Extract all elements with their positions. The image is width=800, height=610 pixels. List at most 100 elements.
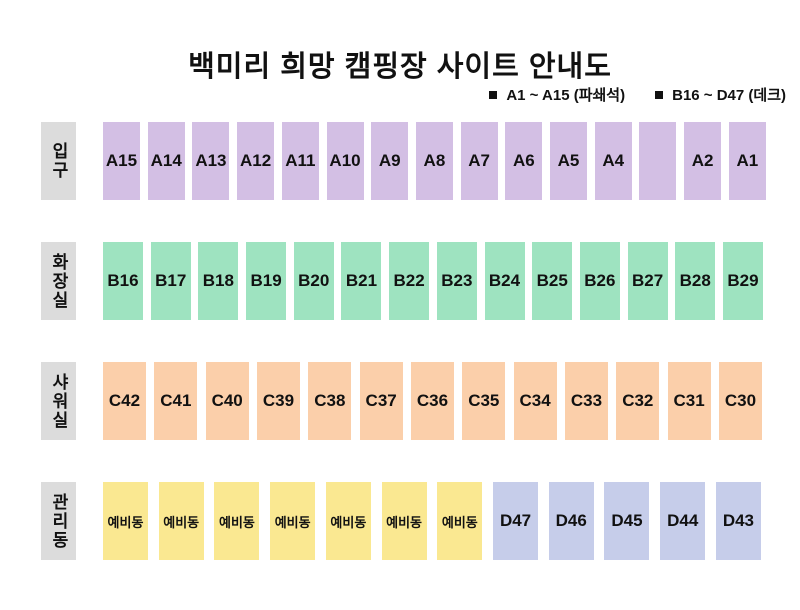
- site-label: C30: [724, 391, 757, 410]
- legend: A1 ~ A15 (파쇄석) B16 ~ D47 (데크): [489, 84, 786, 105]
- site-label: B17: [155, 271, 187, 290]
- site-label: B24: [488, 271, 521, 290]
- site-row: 샤워실 C42 C41 C40 C39 C38 C37 C36 C35 C34 C33 C32 C31 C…: [0, 362, 800, 440]
- site-label: A2: [691, 151, 714, 170]
- site-rows: 입구 A15 A14 A13 A12 A11 A10 A9 A8 A7 A6 A5 A4 A2 A1 화장실 B…: [0, 122, 800, 560]
- site-box: A7: [460, 122, 498, 200]
- site-box: D46: [548, 482, 594, 560]
- site-label: A5: [557, 151, 580, 170]
- site-box: A8: [415, 122, 453, 200]
- sites-group: 예비동 예비동 예비동 예비동 예비동 예비동 예비동 D47 D46 D45 D44 D43: [103, 482, 761, 560]
- site-box: C33: [564, 362, 608, 440]
- site-row: 관리동 예비동 예비동 예비동 예비동 예비동 예비동 예비동 D47 D46 D45 D44 D43: [0, 482, 800, 560]
- site-label: A1: [736, 151, 759, 170]
- legend-label: A1 ~ A15 (파쇄석): [506, 87, 626, 104]
- site-label: B27: [631, 271, 664, 290]
- site-box: B27: [627, 242, 668, 320]
- site-box: D44: [660, 482, 706, 560]
- site-label: B26: [584, 271, 616, 290]
- site-label: C31: [673, 391, 705, 410]
- site-box: A5: [550, 122, 588, 200]
- site-label: A12: [240, 151, 272, 170]
- site-label: D47: [499, 511, 532, 530]
- site-box: A6: [505, 122, 543, 200]
- site-label: C42: [108, 391, 141, 410]
- site-box: C38: [308, 362, 352, 440]
- sites-group: B16 B17 B18 B19 B20 B21 B22 B23 B24 B25 B26 B27 B28 B…: [103, 242, 763, 320]
- site-label: B20: [298, 271, 330, 290]
- site-label: 예비동: [274, 514, 311, 530]
- site-label: C38: [314, 391, 346, 410]
- legend-item-gravel: A1 ~ A15 (파쇄석): [489, 84, 625, 105]
- site-box: C35: [462, 362, 506, 440]
- site-box: B16: [103, 242, 143, 320]
- site-label: A7: [468, 151, 490, 170]
- site-box: 예비동: [214, 482, 260, 560]
- site-box: C37: [359, 362, 403, 440]
- sites-group: C42 C41 C40 C39 C38 C37 C36 C35 C34 C33 C32 C31 C30: [103, 362, 762, 440]
- site-box: C40: [205, 362, 249, 440]
- site-label: B16: [107, 271, 139, 290]
- site-label: A8: [423, 151, 446, 170]
- row-label: 입구: [41, 122, 76, 200]
- legend-square-icon: [489, 90, 498, 99]
- site-label: C39: [262, 391, 295, 410]
- site-box: C31: [667, 362, 711, 440]
- row-label: 샤워실: [41, 362, 76, 440]
- legend-label: B16 ~ D47 (데크): [672, 87, 786, 104]
- site-label: 예비동: [218, 514, 255, 530]
- site-label: A9: [378, 151, 401, 170]
- site-label: A15: [105, 151, 138, 170]
- site-label: B28: [679, 271, 711, 290]
- site-box: 예비동: [158, 482, 204, 560]
- site-label: A4: [602, 151, 625, 170]
- site-box: B18: [198, 242, 239, 320]
- site-box: A9: [371, 122, 409, 200]
- site-box: A11: [281, 122, 319, 200]
- site-box: D47: [493, 482, 539, 560]
- site-label: B18: [202, 271, 234, 290]
- site-box: B17: [150, 242, 191, 320]
- site-box: 예비동: [270, 482, 316, 560]
- site-label: D43: [722, 511, 754, 530]
- site-box: C34: [513, 362, 557, 440]
- site-box: C41: [154, 362, 198, 440]
- site-box: B21: [341, 242, 382, 320]
- site-label: B25: [536, 271, 568, 290]
- site-label: A11: [285, 151, 316, 170]
- site-box: B22: [389, 242, 430, 320]
- site-box-unlabeled: [639, 122, 677, 200]
- site-label: A6: [512, 151, 535, 170]
- site-box: 예비동: [103, 482, 148, 560]
- site-box: C39: [256, 362, 300, 440]
- site-label: C36: [416, 391, 449, 410]
- site-label: 예비동: [163, 514, 200, 530]
- site-label: C41: [160, 391, 192, 410]
- site-label: B23: [441, 271, 473, 290]
- site-box: A2: [684, 122, 722, 200]
- site-box: A13: [192, 122, 230, 200]
- site-box: C42: [103, 362, 146, 440]
- site-box: B24: [484, 242, 525, 320]
- site-label: 예비동: [107, 514, 144, 530]
- site-label: C37: [365, 391, 397, 410]
- site-box: D43: [715, 482, 761, 560]
- site-box: C36: [410, 362, 454, 440]
- page-title: 백미리 희망 캠핑장 사이트 안내도: [188, 51, 612, 84]
- site-row: 화장실 B16 B17 B18 B19 B20 B21 B22 B23 B24 B25 B26 B27 B…: [0, 242, 800, 320]
- site-label: B22: [393, 271, 425, 290]
- site-box: A10: [326, 122, 364, 200]
- site-box: B19: [246, 242, 287, 320]
- site-box: B25: [532, 242, 573, 320]
- legend-item-deck: B16 ~ D47 (데크): [655, 84, 786, 105]
- site-box: A1: [728, 122, 766, 200]
- site-box: 예비동: [437, 482, 483, 560]
- site-label: A10: [329, 151, 361, 170]
- row-label: 관리동: [41, 482, 76, 560]
- site-box: A4: [594, 122, 632, 200]
- site-box: A14: [147, 122, 185, 200]
- site-label: 예비동: [441, 514, 478, 530]
- site-label: A13: [195, 151, 227, 170]
- site-box: 예비동: [325, 482, 371, 560]
